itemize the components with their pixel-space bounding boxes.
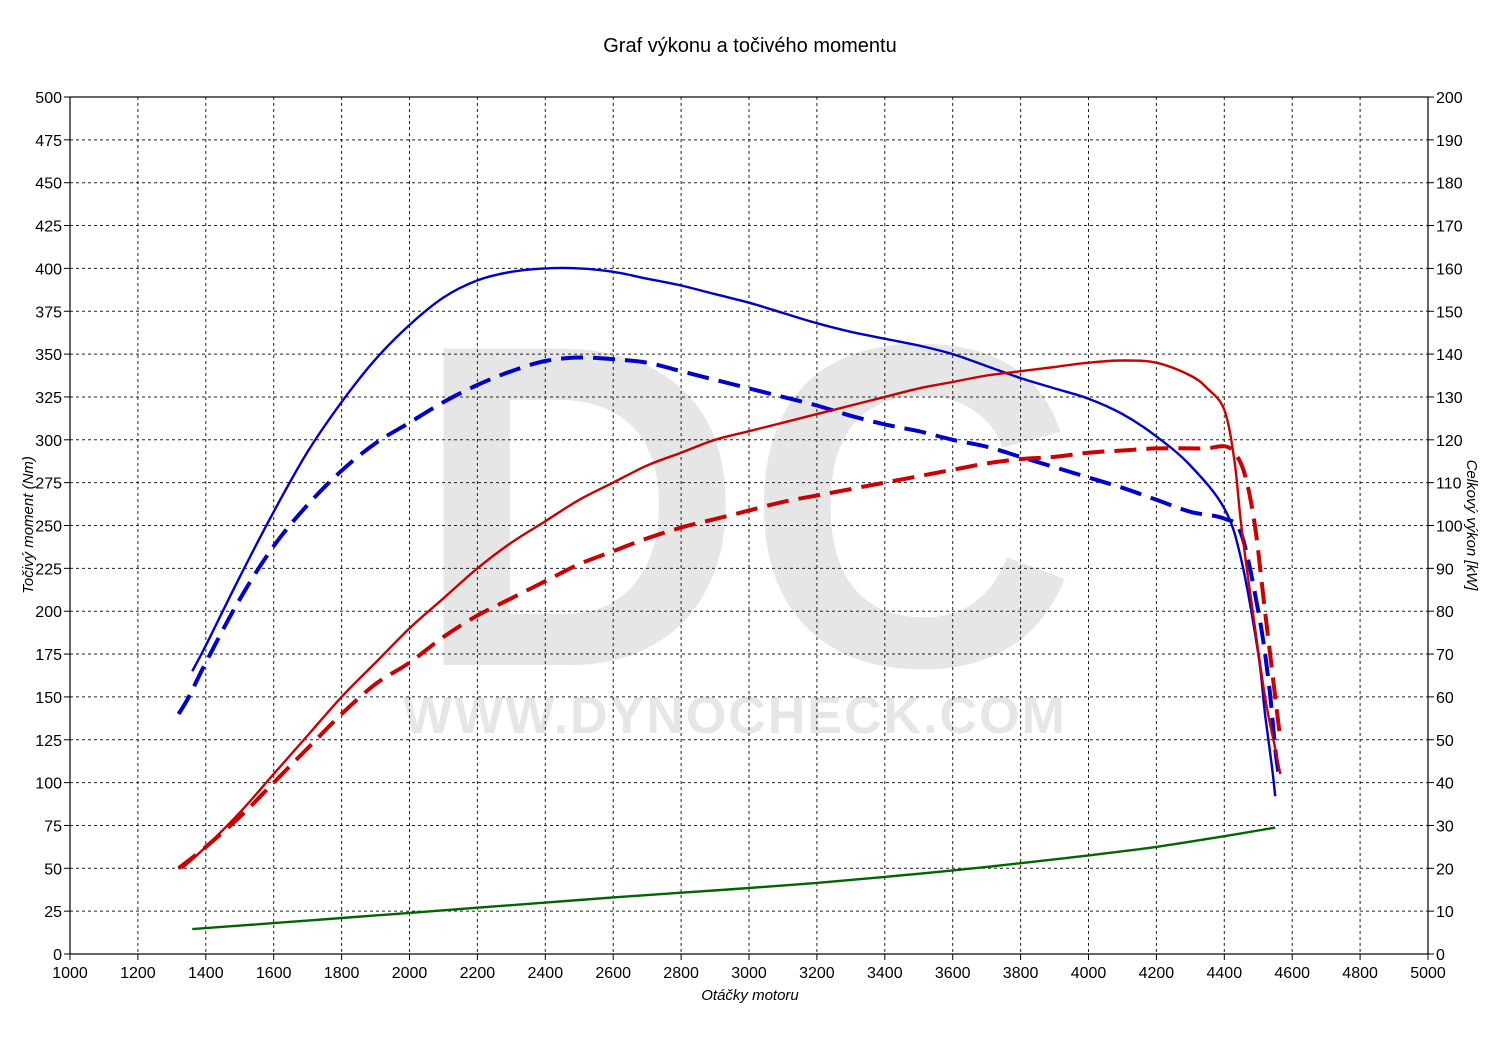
y-right-tick-label: 20 xyxy=(1436,861,1454,878)
x-tick-label: 4200 xyxy=(1139,965,1175,982)
y-left-tick-label: 400 xyxy=(35,261,62,278)
x-tick-label: 4000 xyxy=(1071,965,1107,982)
series-line-green-solid xyxy=(192,826,1276,931)
y-left-tick-label: 25 xyxy=(44,904,62,921)
y-right-tick-label: 10 xyxy=(1436,904,1454,921)
watermark-url: WWW.DYNOCHECK.COM xyxy=(403,687,1067,745)
y-right-tick-label: 130 xyxy=(1436,390,1463,407)
y-right-tick-label: 160 xyxy=(1436,261,1463,278)
y-left-axis-label: Točivý moment (Nm) xyxy=(20,456,37,594)
y-right-tick-label: 0 xyxy=(1436,947,1445,964)
y-right-tick-label: 100 xyxy=(1436,519,1463,536)
x-tick-label: 2400 xyxy=(528,965,564,982)
series-line-red-dashed xyxy=(177,444,1283,870)
y-left-tick-label: 0 xyxy=(53,947,62,964)
y-right-tick-label: 200 xyxy=(1436,90,1463,107)
y-right-tick-label: 190 xyxy=(1436,133,1463,150)
x-tick-label: 4400 xyxy=(1207,965,1243,982)
grid xyxy=(70,97,1428,954)
y-right-tick-label: 140 xyxy=(1436,347,1463,364)
y-left-tick-label: 500 xyxy=(35,90,62,107)
series-layer xyxy=(176,266,1283,931)
y-right-tick-label: 150 xyxy=(1436,304,1463,321)
x-tick-label: 2600 xyxy=(595,965,631,982)
watermark-logo: DC xyxy=(413,250,1077,763)
y-left-tick-label: 200 xyxy=(35,604,62,621)
x-tick-label: 5000 xyxy=(1410,965,1446,982)
y-left-tick-label: 475 xyxy=(35,133,62,150)
y-left-tick-label: 100 xyxy=(35,776,62,793)
x-tick-label: 3600 xyxy=(935,965,971,982)
y-right-tick-label: 60 xyxy=(1436,690,1454,707)
y-right-tick-label: 120 xyxy=(1436,433,1463,450)
x-tick-label: 3400 xyxy=(867,965,903,982)
y-right-axis-label: Celkový výkon [kW] xyxy=(1463,460,1480,592)
y-right-tick-label: 180 xyxy=(1436,176,1463,193)
x-tick-label: 2200 xyxy=(460,965,496,982)
y-right-tick-label: 80 xyxy=(1436,604,1454,621)
y-right-tick-label: 90 xyxy=(1436,561,1454,578)
x-tick-label: 3000 xyxy=(731,965,767,982)
x-tick-label: 3200 xyxy=(799,965,835,982)
x-tick-label: 2800 xyxy=(663,965,699,982)
x-tick-label: 3800 xyxy=(1003,965,1039,982)
chart-title: Graf výkonu a točivého momentu xyxy=(603,35,896,57)
y-left-tick-label: 175 xyxy=(35,647,62,664)
series-line-blue-solid xyxy=(191,266,1277,797)
x-tick-label: 2000 xyxy=(392,965,428,982)
y-left-tick-label: 75 xyxy=(44,818,62,835)
y-left-tick-label: 225 xyxy=(35,561,62,578)
y-left-tick-label: 250 xyxy=(35,519,62,536)
dynocheck-watermark: DC WWW.DYNOCHECK.COM xyxy=(403,250,1077,763)
x-tick-label: 1400 xyxy=(188,965,224,982)
y-left-tick-label: 375 xyxy=(35,304,62,321)
x-tick-label: 4600 xyxy=(1274,965,1310,982)
y-left-tick-label: 350 xyxy=(35,347,62,364)
y-right-tick-label: 30 xyxy=(1436,818,1454,835)
series-line-red-solid xyxy=(181,359,1282,870)
x-tick-label: 1600 xyxy=(256,965,292,982)
y-left-tick-label: 450 xyxy=(35,176,62,193)
x-tick-label: 1200 xyxy=(120,965,156,982)
y-right-tick-label: 40 xyxy=(1436,776,1454,793)
y-left-tick-label: 125 xyxy=(35,733,62,750)
axis-ticks: 1000 1200 1400 1600 1800 2000 2200 2400 2600 2800… xyxy=(35,90,1463,982)
y-right-tick-label: 70 xyxy=(1436,647,1454,664)
y-right-tick-label: 50 xyxy=(1436,733,1454,750)
x-axis-label: Otáčky motoru xyxy=(701,987,799,1004)
y-left-tick-label: 50 xyxy=(44,861,62,878)
x-tick-label: 1000 xyxy=(52,965,88,982)
y-left-tick-label: 325 xyxy=(35,390,62,407)
x-tick-label: 4800 xyxy=(1342,965,1378,982)
y-left-tick-label: 425 xyxy=(35,219,62,236)
y-left-tick-label: 300 xyxy=(35,433,62,450)
y-right-tick-label: 110 xyxy=(1436,476,1462,493)
y-left-tick-label: 150 xyxy=(35,690,62,707)
y-left-tick-label: 275 xyxy=(35,476,62,493)
series-line-blue-dashed xyxy=(176,355,1281,775)
x-tick-label: 1800 xyxy=(324,965,360,982)
y-right-tick-label: 170 xyxy=(1436,219,1463,236)
